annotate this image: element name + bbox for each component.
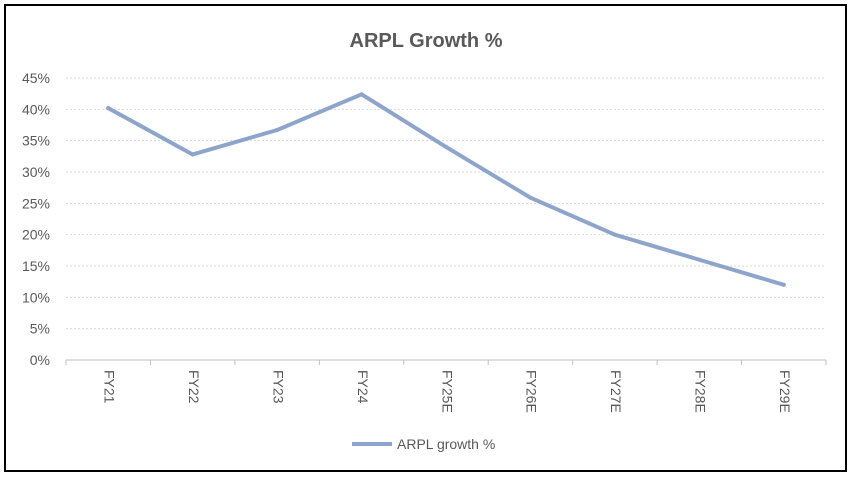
data-point — [275, 128, 280, 133]
data-point — [528, 195, 533, 200]
y-tick-label: 20% — [22, 227, 50, 243]
x-tick-label: FY21 — [102, 370, 118, 404]
x-tick-label: FY28E — [693, 370, 709, 413]
series-line — [106, 92, 786, 287]
y-tick-label: 0% — [30, 352, 50, 368]
chart-title: ARPL Growth % — [350, 30, 503, 52]
y-tick-label: 25% — [22, 195, 50, 211]
data-point — [106, 106, 111, 111]
x-tick-label: FY29E — [777, 370, 793, 413]
y-tick-label: 5% — [30, 321, 50, 337]
y-tick-label: 45% — [22, 70, 50, 86]
y-tick-label: 30% — [22, 164, 50, 180]
data-point — [444, 144, 448, 149]
y-axis: 0% 5% 10% 15% 20% 25% 30% 35% 40% 45% — [22, 70, 50, 368]
data-point — [697, 257, 702, 262]
data-point — [190, 152, 195, 157]
data-point — [781, 282, 786, 287]
series-group — [106, 92, 786, 287]
data-point — [359, 92, 364, 97]
y-tick-label: 10% — [22, 289, 50, 305]
legend: ARPL growth % — [352, 436, 495, 452]
x-tick-label: FY24 — [355, 370, 371, 404]
x-tick-label: FY27E — [608, 370, 624, 413]
x-tick-label: FY22 — [186, 370, 202, 404]
data-point — [612, 232, 617, 237]
y-tick-label: 15% — [22, 258, 50, 274]
legend-label: ARPL growth % — [397, 436, 495, 452]
x-axis: FY21 FY22 FY23 FY24 FY25E FY26E FY27E FY28E FY29… — [65, 359, 827, 413]
gridlines — [66, 77, 826, 330]
x-tick-label: FY25E — [439, 370, 455, 413]
y-tick-label: 40% — [22, 101, 50, 117]
x-tick-label: FY26E — [524, 370, 540, 413]
x-tick-label: FY23 — [270, 370, 286, 404]
y-tick-label: 35% — [22, 133, 50, 149]
chart-frame — [4, 4, 847, 472]
